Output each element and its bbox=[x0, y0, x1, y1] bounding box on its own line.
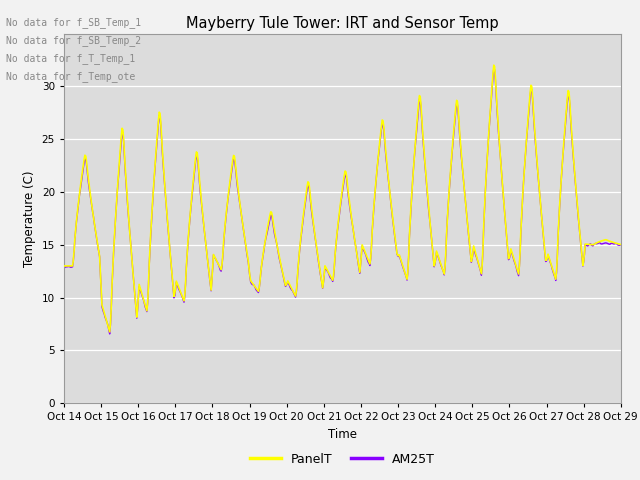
Text: No data for f_Temp_ote: No data for f_Temp_ote bbox=[6, 72, 136, 83]
Text: No data for f_T_Temp_1: No data for f_T_Temp_1 bbox=[6, 53, 136, 64]
Title: Mayberry Tule Tower: IRT and Sensor Temp: Mayberry Tule Tower: IRT and Sensor Temp bbox=[186, 16, 499, 31]
Legend: PanelT, AM25T: PanelT, AM25T bbox=[244, 448, 440, 471]
Text: No data for f_SB_Temp_2: No data for f_SB_Temp_2 bbox=[6, 35, 141, 46]
X-axis label: Time: Time bbox=[328, 428, 357, 441]
Y-axis label: Temperature (C): Temperature (C) bbox=[23, 170, 36, 267]
Text: No data for f_SB_Temp_1: No data for f_SB_Temp_1 bbox=[6, 17, 141, 28]
